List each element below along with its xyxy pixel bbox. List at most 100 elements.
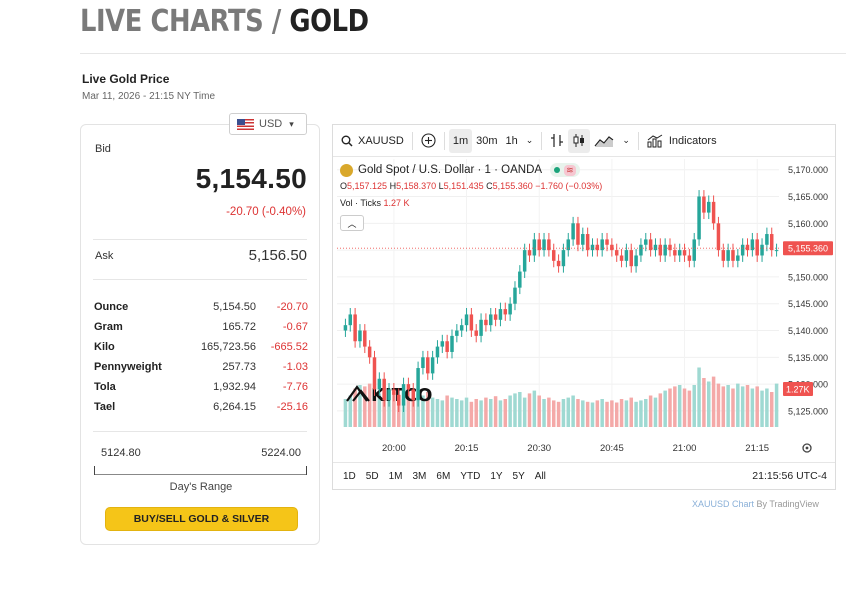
timeframe-1d[interactable]: 1D [343, 470, 356, 482]
symbol-search[interactable]: XAUUSD [337, 129, 408, 153]
candle-body [503, 309, 508, 315]
volume-bar [469, 401, 474, 427]
currency-select[interactable]: USD ▾ [229, 113, 307, 135]
attribution-link[interactable]: XAUUSD Chart [692, 499, 755, 509]
last-volume-label: 1.27K [786, 385, 810, 395]
bid-change: -20.70 (-0.40%) [226, 206, 306, 218]
gold-coin-icon [340, 163, 353, 177]
candle-body [547, 239, 551, 251]
timeframe-5y[interactable]: 5Y [512, 470, 525, 482]
plus-circle-icon [421, 133, 436, 148]
timeframe-3m[interactable]: 3M [412, 470, 427, 482]
last-price-tag [783, 241, 833, 256]
volume-bar [576, 399, 580, 427]
price-axis-label: 5,150.000 [788, 272, 828, 282]
price-axis-label: 5,170.000 [788, 165, 828, 175]
volume-bar [697, 367, 701, 427]
symbol-label: XAUUSD [358, 134, 404, 147]
unit-change: -665.52 [270, 341, 308, 353]
unit-name: Ounce [94, 301, 129, 313]
volume-bar [508, 395, 512, 427]
volume-bar [440, 400, 445, 427]
unit-change: -25.16 [276, 401, 308, 413]
bar-style-button[interactable] [546, 129, 568, 153]
volume-bar [401, 399, 406, 427]
volume-bar [634, 401, 638, 427]
volume-bar [479, 400, 483, 427]
candle-body [382, 378, 386, 401]
volume-bar [561, 399, 566, 427]
volume-bar [377, 393, 382, 427]
ohlc-low: 5,151.435 [443, 181, 484, 191]
volume-bar [600, 399, 604, 427]
interval-1m[interactable]: 1m [448, 128, 473, 153]
compare-button[interactable] [417, 129, 440, 153]
candle-body [459, 325, 464, 331]
volume-bar [726, 385, 730, 427]
volume-bar [392, 392, 396, 427]
timeframe-1m[interactable]: 1M [388, 470, 403, 482]
candle-body [721, 250, 726, 261]
volume-bar [745, 385, 750, 427]
candle-body [489, 314, 493, 326]
timeframe-6m[interactable]: 6M [436, 470, 451, 482]
chart-panel: XAUUSD 1m 30m 1h ⌄ ⌄ Indicators 5,170.00… [332, 124, 836, 490]
panel-divider [93, 239, 307, 240]
candle-body [348, 314, 353, 326]
candle-body [537, 239, 541, 251]
collapse-legend-button[interactable]: ︿ [340, 215, 364, 231]
interval-dropdown-chevron-icon[interactable]: ⌄ [525, 135, 534, 145]
candle-body [358, 330, 362, 342]
candle-body [551, 250, 556, 261]
price-chart[interactable]: 5,170.0005,165.0005,160.0005,155.0005,15… [333, 157, 835, 462]
interval-30m[interactable]: 30m [476, 134, 498, 147]
volume-value: 1.27 K [383, 198, 410, 208]
candle-body [556, 260, 561, 267]
volume-bar [537, 395, 541, 427]
candles-style-button[interactable] [568, 128, 591, 153]
unit-change: -0.67 [282, 321, 308, 333]
timeframe-1y[interactable]: 1Y [490, 470, 503, 482]
volume-bar [740, 386, 745, 427]
timeframe-ytd[interactable]: YTD [460, 470, 481, 482]
timeframe-all[interactable]: All [534, 470, 546, 482]
bid-price: 5,154.50 [195, 163, 307, 194]
timeframe-5d[interactable]: 5D [365, 470, 379, 482]
candle-body [498, 309, 503, 320]
unit-name: Gram [94, 321, 123, 333]
page-title-prefix: LIVE CHARTS / [80, 4, 281, 39]
volume-bar [673, 386, 677, 427]
volume-bar [426, 392, 430, 427]
volume-bar [527, 393, 532, 427]
candle-body [513, 287, 517, 304]
table-row: Pennyweight 257.73 -1.03 [94, 357, 308, 377]
candle-body [581, 234, 585, 245]
toolbar-divider [541, 131, 543, 150]
area-style-button[interactable] [590, 129, 618, 153]
volume-bar [430, 397, 435, 427]
candle-body [658, 244, 663, 256]
chart-style-chevron-icon[interactable]: ⌄ [622, 135, 630, 145]
buy-sell-button[interactable]: BUY/SELL GOLD & SILVER [105, 507, 298, 531]
candle-body [493, 314, 498, 320]
volume-bar [629, 397, 633, 427]
interval-1h[interactable]: 1h [505, 134, 518, 147]
indicators-icon [647, 134, 663, 147]
volume-bar [648, 395, 653, 427]
time-axis-label: 20:30 [527, 443, 551, 454]
volume-bar [522, 397, 527, 427]
kitco-logo-icon [346, 385, 370, 402]
volume-bar [731, 388, 735, 427]
time-axis-label: 21:00 [673, 443, 697, 454]
indicators-button[interactable]: Indicators [643, 129, 721, 153]
bid-label: Bid [95, 143, 111, 155]
unit-price: 165,723.56 [200, 341, 256, 353]
volume-bar [387, 388, 391, 427]
candle-body [697, 196, 701, 240]
table-row: Kilo 165,723.56 -665.52 [94, 337, 308, 357]
candle-body [687, 255, 692, 261]
candle-body [711, 201, 716, 224]
candle-body [673, 250, 677, 256]
volume-bar [663, 390, 667, 427]
volume-bar [455, 399, 459, 427]
